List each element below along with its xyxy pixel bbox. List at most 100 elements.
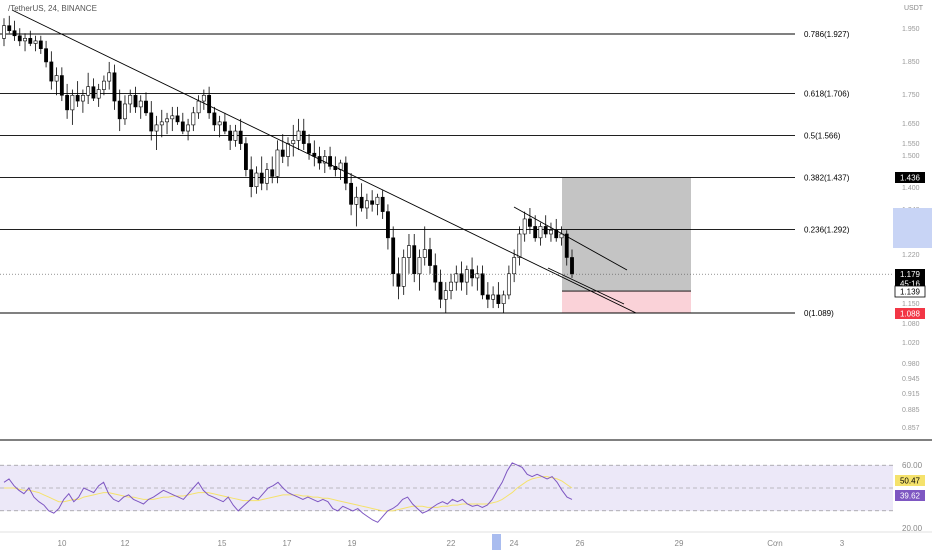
candle-body (496, 294, 501, 304)
candle-body (175, 115, 180, 123)
price-range-highlight (893, 208, 932, 248)
candle-body (528, 218, 532, 227)
candle-body (475, 273, 480, 279)
candle-body (144, 100, 148, 114)
candle-body (296, 130, 301, 141)
candle-body (412, 245, 417, 275)
candle-body (75, 94, 80, 102)
countdown-tag: 45:16 (900, 280, 921, 289)
time-axis[interactable]: 10 12 15 17 19 22 24 26 29 Cơn 3 (58, 539, 845, 548)
candle-body (217, 121, 222, 126)
candle-body (80, 94, 85, 102)
price-tick: 0.885 (902, 407, 920, 414)
price-tick: 1.150 (902, 301, 920, 308)
candle-body (138, 100, 143, 108)
rsi-ma-tag-bg (895, 475, 925, 486)
rsi-value-tag-bg (895, 490, 925, 501)
candle-body (485, 294, 490, 300)
fib-label: 0.786(1.927) (804, 30, 850, 39)
candle-body (7, 25, 12, 32)
time-tick: 15 (218, 539, 227, 548)
rsi-ma-line (4, 476, 573, 512)
candle-body (280, 149, 285, 157)
price-tick: 1.500 (902, 153, 920, 160)
candle-body (322, 156, 327, 164)
price-axis-unit: USDT (904, 5, 924, 12)
candle-body (538, 226, 543, 239)
candle-body (33, 40, 38, 44)
candle-body (443, 290, 448, 300)
candle-body (201, 94, 206, 102)
candle-body (86, 86, 91, 96)
candle-body (91, 86, 96, 99)
candle-body (564, 233, 569, 258)
candle-body (459, 273, 464, 283)
candle-body (228, 130, 233, 141)
trendlines (11, 9, 637, 314)
rsi-pane: 60.00 20.00 50.47 39.62 (0, 461, 925, 533)
candle-body (386, 211, 390, 239)
candle-body (233, 130, 238, 141)
rsi-tick-lower: 20.00 (902, 524, 923, 533)
time-tick: 24 (510, 539, 519, 548)
candle-body (401, 257, 406, 287)
candle-body (117, 100, 122, 120)
candle-body (354, 196, 359, 205)
candle-body (222, 121, 227, 132)
candle-body (522, 218, 527, 235)
price-tick: 0.980 (902, 361, 920, 368)
profit-zone (562, 177, 691, 292)
time-tick: 12 (121, 539, 130, 548)
trendline (11, 9, 637, 314)
candle-body (286, 143, 290, 157)
candle-body (12, 30, 17, 37)
candle-body (196, 100, 201, 114)
time-tick: Cơn (767, 539, 782, 548)
candle-body (102, 80, 106, 90)
candle-body (191, 112, 196, 126)
candle-body (454, 273, 459, 283)
candle-body (380, 196, 385, 212)
candle-body (491, 294, 496, 300)
candle-body (480, 273, 485, 296)
candles (2, 15, 574, 313)
price-tick: 1.220 (902, 252, 920, 259)
candle-body (165, 118, 169, 123)
candle-body (238, 130, 243, 144)
candle-body (28, 38, 33, 44)
stop-tag: 1.088 (900, 310, 921, 319)
time-tick: 17 (283, 539, 292, 548)
loss-zone (562, 291, 691, 314)
candle-body (123, 103, 127, 120)
candle-body (396, 273, 401, 287)
candle-body (375, 196, 380, 205)
candle-body (170, 115, 175, 120)
fibonacci-levels: 0.786(1.927) 0.618(1.706) 0.5(1.566) 0.382(… (0, 30, 850, 318)
trendline (513, 206, 628, 271)
candle-body (254, 172, 259, 188)
candle-body (107, 72, 112, 82)
time-range-highlight (492, 534, 501, 550)
candle-body (23, 38, 27, 42)
price-tick: 1.750 (902, 92, 920, 99)
time-tick: 26 (576, 539, 585, 548)
candle-body (128, 94, 133, 105)
candle-body (470, 269, 474, 279)
candle-body (149, 112, 154, 132)
candle-body (17, 35, 22, 42)
fib-label: 0.382(1.437) (804, 173, 850, 182)
price-tick: 1.400 (902, 185, 920, 192)
candle-body (533, 226, 538, 239)
rsi-line (3, 462, 573, 523)
price-tags: 1.436 1.179 45:16 1.139 1.088 (894, 172, 926, 319)
fib-top-tag: 1.436 (900, 174, 921, 183)
candle-body (212, 112, 217, 126)
trendline (547, 267, 625, 305)
price-tick: 0.857 (902, 425, 920, 432)
candle-body (449, 281, 453, 291)
candle-body (422, 249, 427, 258)
candle-body (549, 229, 553, 235)
candle-body (517, 233, 522, 258)
rsi-value-tag: 39.62 (900, 492, 921, 501)
